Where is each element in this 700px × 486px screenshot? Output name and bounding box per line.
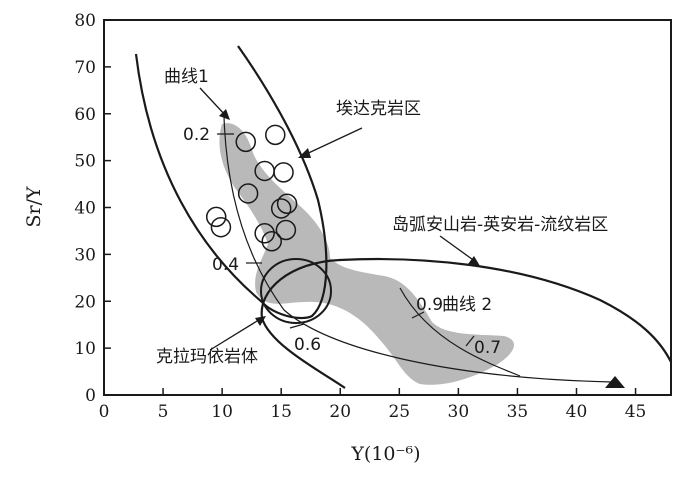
karamay-label-arrowhead (255, 316, 266, 326)
y-tick-label: 60 (74, 105, 96, 125)
curve-1-tick-0.6 (289, 323, 305, 329)
y-axis-ticks: 0 10 20 30 40 50 60 70 80 (74, 11, 111, 406)
y-tick-label: 30 (74, 245, 96, 265)
x-tick-label: 0 (99, 402, 110, 422)
adakite-label-arrowhead (298, 148, 311, 158)
sample-point (275, 219, 297, 241)
curve-1-tick-label-0.6: 0.6 (294, 335, 321, 355)
x-tick-label: 5 (158, 402, 169, 422)
karamay-pluton-label: 克拉玛依岩体 (156, 347, 258, 367)
curve-2-tick-0.9 (411, 311, 425, 319)
x-tick-label: 15 (270, 402, 292, 422)
x-tick-label: 25 (388, 402, 410, 422)
karamay-label-leader (209, 317, 263, 351)
adakite-field-label: 埃达克岩区 (336, 99, 421, 119)
x-tick-label: 35 (507, 402, 529, 422)
island-arc-label-arrowhead (468, 256, 480, 266)
x-tick-label: 45 (625, 402, 647, 422)
curve-1-end-triangle (605, 376, 625, 388)
sample-point (237, 183, 259, 204)
island-arc-label-leader (439, 235, 477, 263)
curve-2-label: 曲线 2 (442, 295, 492, 315)
curve-1 (223, 115, 613, 383)
x-tick-label: 20 (329, 402, 351, 422)
island-arc-field-label: 岛弧安山岩-英安岩-流纹岩区 (392, 215, 608, 235)
sample-point (270, 198, 292, 219)
y-tick-label: 50 (74, 152, 96, 172)
y-tick-label: 70 (74, 58, 96, 78)
adakite-field-boundary (134, 45, 328, 320)
x-axis-ticks: 0 5 10 15 20 25 30 35 40 45 (99, 388, 647, 422)
sample-point (273, 162, 294, 183)
curve-1-label-arrowhead (219, 109, 230, 120)
adakite-label-leader (301, 127, 363, 157)
curve-1-label: 曲线1 (164, 67, 209, 87)
karamay-field-shading (219, 123, 515, 385)
x-tick-label: 30 (448, 402, 470, 422)
sample-point (210, 216, 232, 238)
sample-point (265, 124, 286, 146)
curve-2 (399, 287, 521, 377)
y-tick-label: 0 (85, 386, 96, 406)
sample-point (254, 223, 275, 244)
sample-point (276, 193, 298, 214)
x-tick-label: 40 (566, 402, 588, 422)
sample-point (261, 231, 282, 252)
curve-2-tick-0.7 (465, 335, 475, 347)
y-tick-label: 40 (74, 199, 96, 219)
karamay-ellipse (260, 258, 332, 324)
sample-point (235, 131, 256, 153)
curve-1-label-leader (199, 87, 227, 117)
sample-point (205, 206, 227, 228)
x-axis-title: Y(10⁻⁶) (350, 443, 420, 465)
y-axis-title: Sr/Y (23, 186, 45, 228)
curve-2-tick-label-0.7: 0.7 (474, 338, 501, 358)
y-tick-label: 10 (74, 339, 96, 359)
island-arc-field-boundary (260, 257, 672, 389)
curve-1-tick-label-0.4: 0.4 (212, 255, 239, 275)
y-tick-label: 80 (74, 11, 96, 31)
curve-1-tick-label-0.2: 0.2 (183, 125, 210, 145)
sample-points (205, 124, 298, 252)
y-tick-label: 20 (74, 292, 96, 312)
curve-2-tick-label-0.9: 0.9 (416, 295, 443, 315)
x-tick-label: 10 (211, 402, 233, 422)
